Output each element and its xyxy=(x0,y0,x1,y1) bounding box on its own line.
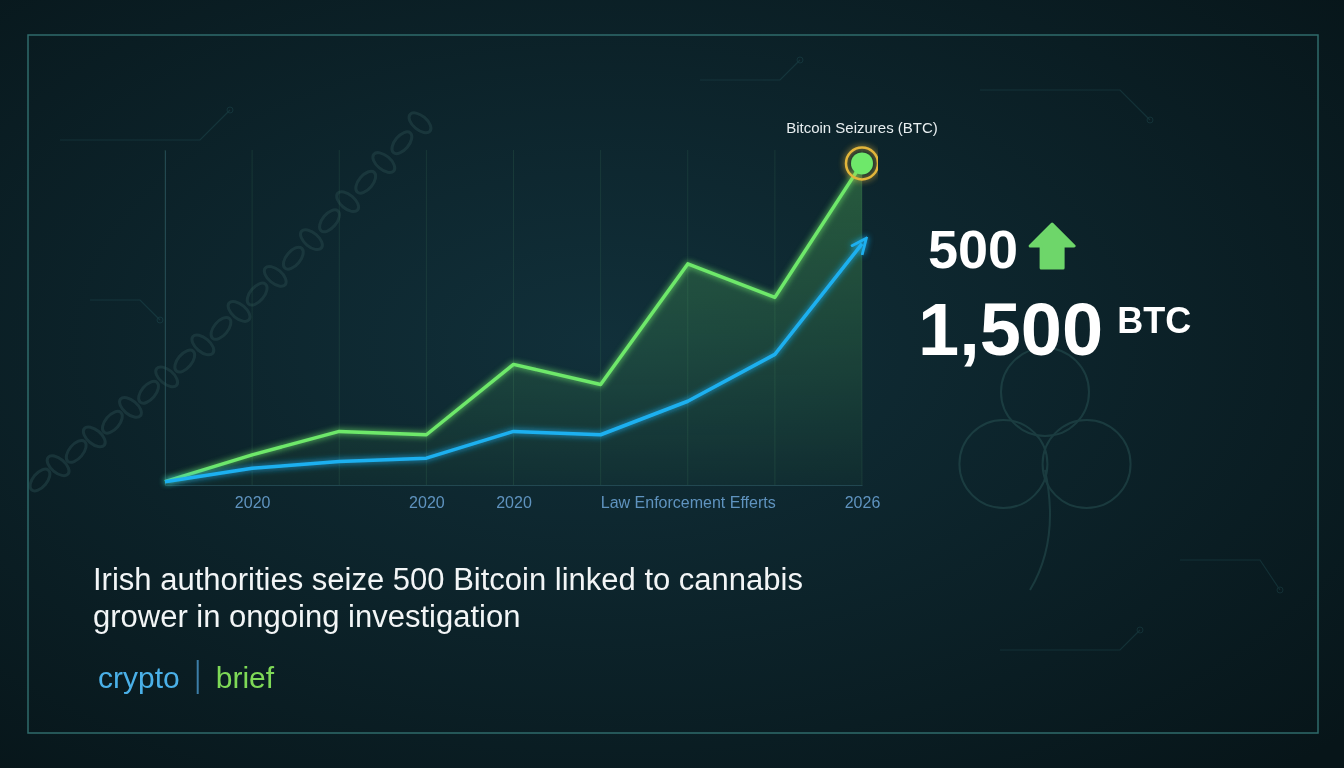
highlight-ring xyxy=(846,147,878,179)
chain-link xyxy=(44,452,73,479)
chain-link xyxy=(99,408,126,437)
x-tick-label: 2020 xyxy=(235,494,271,511)
y-axis xyxy=(165,151,166,486)
x-tick: 2026 xyxy=(845,485,881,511)
chain-link xyxy=(225,298,254,325)
chain-link xyxy=(280,244,307,273)
chain-link xyxy=(135,378,162,407)
circuit-line xyxy=(1000,630,1140,650)
plot-area xyxy=(165,147,878,485)
area xyxy=(165,163,862,485)
canvas: 2020 2020 2020 Law Enforcement Efferts 2026 B… xyxy=(0,0,1344,768)
chain-link xyxy=(243,280,270,309)
x-tick: Law Enforcement Efferts xyxy=(601,485,776,511)
chain-link xyxy=(171,347,198,376)
callout-value: 500 xyxy=(928,219,1018,279)
x-tick: 2020 xyxy=(496,485,532,511)
grid-line xyxy=(165,150,166,485)
x-axis-line xyxy=(166,485,863,486)
series-line xyxy=(165,163,862,481)
x-tick: 2020 xyxy=(235,485,271,511)
decoration xyxy=(60,57,1283,650)
chain-link xyxy=(62,437,89,466)
chain-link xyxy=(207,314,234,343)
x-tick-label: 2020 xyxy=(496,494,532,511)
circuit-node xyxy=(1147,117,1153,123)
x-tick: 2020 xyxy=(409,485,445,511)
leaf xyxy=(959,420,1047,508)
circuit-line xyxy=(60,110,230,140)
background xyxy=(0,0,1344,768)
chain-link xyxy=(152,363,181,390)
brand-name: crypto xyxy=(98,661,180,694)
x-tick-label: 2026 xyxy=(845,494,881,511)
chain-link xyxy=(188,331,217,358)
chain-link xyxy=(116,394,145,421)
leaf xyxy=(1043,420,1131,508)
circuit-node xyxy=(1137,627,1143,633)
series-line xyxy=(165,244,862,482)
chain-link xyxy=(352,168,379,197)
up-arrow-icon xyxy=(1030,224,1074,268)
headline: Irish authorities seize 500 Bitcoin link… xyxy=(93,562,803,634)
grid-line xyxy=(252,150,253,485)
shamrock xyxy=(959,348,1130,590)
chain-link xyxy=(26,466,53,495)
x-axis: 2020 2020 2020 Law Enforcement Efferts 2026 xyxy=(166,485,881,511)
grid xyxy=(165,150,862,485)
brand-divider xyxy=(197,660,199,694)
circuit-line xyxy=(980,90,1150,120)
circuit-node xyxy=(1277,587,1283,593)
circuit-line xyxy=(90,300,160,320)
highlight-dot xyxy=(851,152,873,174)
circuit-node xyxy=(797,57,803,63)
y-axis-line xyxy=(165,151,166,486)
circuit-node xyxy=(227,107,233,113)
stem xyxy=(1030,470,1050,590)
chain-link xyxy=(388,128,415,157)
circuit-node xyxy=(157,317,163,323)
chain-link xyxy=(406,109,435,136)
frame xyxy=(28,35,1318,733)
brand-name: brief xyxy=(216,661,275,694)
callout-value: 1,500 xyxy=(918,288,1103,371)
circuit-line xyxy=(1180,560,1280,590)
circuit-line xyxy=(700,60,800,80)
chart-title: Bitcoin Seizures (BTC) xyxy=(786,119,938,136)
x-tick-label: Law Enforcement Efferts xyxy=(601,494,776,511)
chain-link xyxy=(80,423,109,450)
callout-unit: BTC xyxy=(1117,300,1191,341)
x-tick-label: 2020 xyxy=(409,494,445,511)
